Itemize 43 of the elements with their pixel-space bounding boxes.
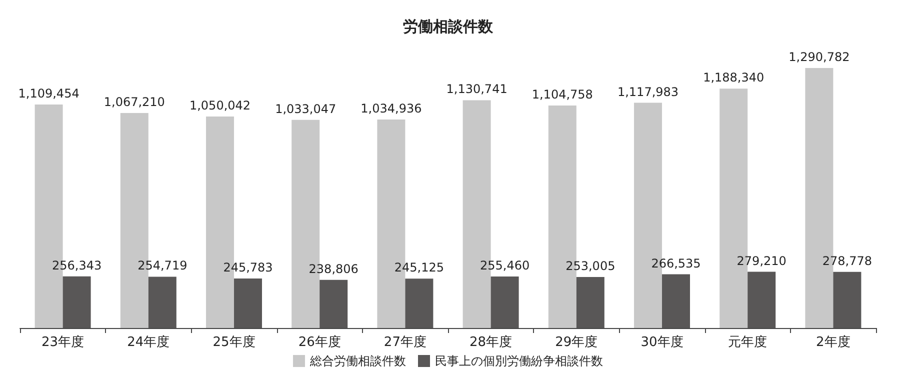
legend-label: 民事上の個別労働紛争相談件数 <box>435 354 603 368</box>
bar <box>234 278 262 328</box>
bar <box>662 274 690 328</box>
bar <box>148 276 176 328</box>
x-tick-label: 28年度 <box>470 334 512 350</box>
data-label: 1,188,340 <box>703 70 764 85</box>
data-label: 1,050,042 <box>189 98 251 112</box>
x-tick-label: 27年度 <box>384 334 426 350</box>
data-label: 279,210 <box>736 254 786 268</box>
bar <box>405 278 434 328</box>
data-label: 256,343 <box>52 258 102 272</box>
chart-title: 労働相談件数 <box>403 18 494 36</box>
x-tick-label: 元年度 <box>728 334 768 350</box>
bar <box>490 276 519 328</box>
data-label: 238,806 <box>308 262 358 276</box>
data-label: 1,034,936 <box>360 102 422 116</box>
data-label: 1,130,741 <box>446 82 508 96</box>
x-tick-label: 25年度 <box>212 334 256 350</box>
data-label: 1,104,758 <box>532 87 593 102</box>
legend-label: 総合労働相談件数 <box>309 354 406 368</box>
data-label: 245,783 <box>223 260 273 274</box>
bar <box>320 280 348 328</box>
data-label: 245,125 <box>394 260 444 275</box>
x-tick-label: 29年度 <box>555 334 598 350</box>
data-label: 1,117,983 <box>617 84 679 99</box>
x-tick-label: 2年度 <box>816 334 850 350</box>
data-label: 255,460 <box>480 258 530 273</box>
bar <box>748 272 776 328</box>
data-label: 254,719 <box>138 258 188 273</box>
bar <box>576 277 604 328</box>
data-label: 278,778 <box>822 254 872 268</box>
x-tick-label: 26年度 <box>298 334 341 350</box>
bar <box>833 272 862 328</box>
data-label: 253,005 <box>566 259 616 274</box>
data-label: 1,290,782 <box>788 50 850 64</box>
x-tick-label: 30年度 <box>640 334 684 350</box>
x-tick-label: 23年度 <box>42 334 84 350</box>
bar <box>62 276 91 328</box>
x-tick-label: 24年度 <box>127 334 170 350</box>
data-label: 1,109,454 <box>18 86 80 101</box>
data-label: 1,067,210 <box>104 95 165 110</box>
data-label: 1,033,047 <box>275 102 336 116</box>
data-label: 266,535 <box>651 256 701 270</box>
